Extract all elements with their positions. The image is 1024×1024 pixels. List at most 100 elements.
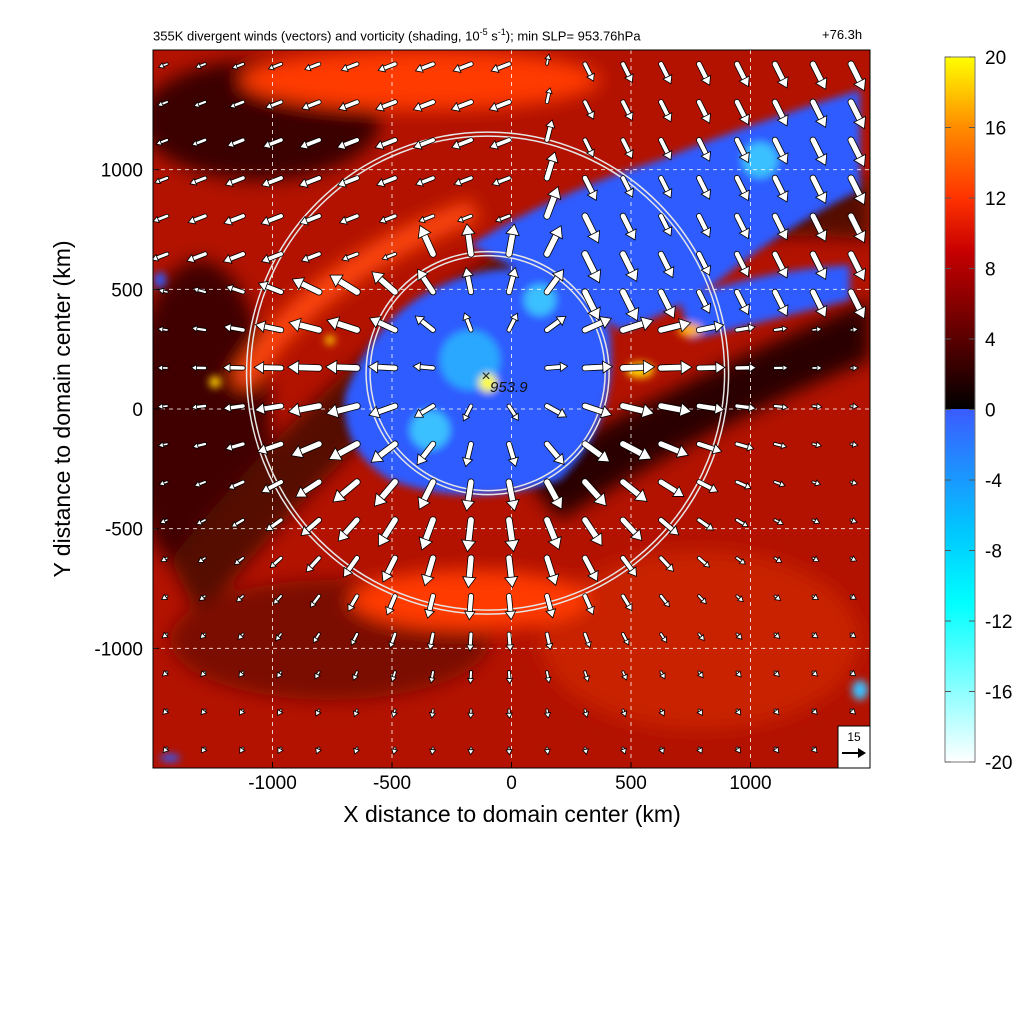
wind-vector-arrow (581, 360, 614, 374)
wind-vector-arrow (809, 288, 828, 318)
wind-vector-arrow (371, 271, 399, 296)
wind-vector-arrow (312, 632, 321, 644)
wind-vector-arrow (414, 61, 436, 73)
wind-vector-arrow (619, 316, 655, 334)
wind-vector-arrow (310, 593, 322, 608)
colorbar-tick-label: 0 (985, 401, 996, 422)
wind-vector-arrow (847, 98, 867, 130)
wind-vector-arrow (619, 212, 637, 241)
wind-vector-arrow (159, 517, 169, 525)
wind-vector-arrow (696, 289, 712, 314)
wind-vector-arrow (265, 99, 284, 110)
wind-vector-arrow (229, 99, 246, 109)
wind-vector-arrow (377, 61, 398, 73)
wind-vector-arrow (230, 518, 245, 528)
wind-vector-arrow (200, 746, 208, 754)
wind-vector-arrow (658, 593, 670, 608)
wind-vector-arrow (811, 402, 823, 411)
wind-vector-arrow (657, 288, 676, 319)
wind-vector-arrow (809, 174, 828, 204)
wind-vector-arrow (658, 555, 675, 572)
wind-vector-arrow (733, 60, 750, 88)
wind-vector-arrow (696, 99, 712, 124)
wind-vector-arrow (256, 440, 285, 455)
wind-vector-arrow (582, 137, 595, 158)
wind-vector-arrow (189, 175, 208, 186)
wind-vector-arrow (352, 708, 360, 718)
wind-vector-arrow (154, 175, 170, 185)
wind-vector-arrow (811, 364, 823, 372)
wind-vector-arrow (505, 708, 513, 720)
wind-vector-arrow (657, 318, 692, 334)
vorticity-field: × 953.9 (153, 50, 870, 768)
wind-vector-arrow (811, 441, 823, 449)
wind-vector-arrow (381, 554, 399, 583)
wind-vector-arrow (849, 593, 857, 600)
wind-vector-arrow (381, 251, 398, 261)
wind-vector-arrow (426, 631, 436, 651)
wind-vector-arrow (337, 99, 360, 112)
range-ring-1000 (249, 135, 726, 611)
wind-vector-arrow (222, 402, 246, 413)
wind-vector-arrow (811, 325, 823, 334)
wind-vector-arrow (620, 137, 634, 160)
wind-vector-arrow (198, 594, 207, 601)
wind-vector-arrow (417, 268, 437, 296)
wind-vector-arrow (773, 364, 789, 372)
x-axis-ticks: -1000 -500 0 500 1000 (248, 762, 772, 794)
wind-vector-arrow (619, 250, 639, 283)
wind-vector-arrow (733, 212, 750, 240)
wind-vector-arrow (771, 60, 789, 89)
wind-vector-arrow (489, 137, 512, 150)
wind-vector-arrow (543, 516, 562, 551)
wind-vector-arrow (581, 402, 613, 419)
wind-vector-arrow (328, 440, 361, 461)
wind-vector-arrow (417, 224, 437, 258)
wind-vector-arrow (368, 316, 399, 334)
wind-vector-arrow (304, 61, 322, 72)
wind-vector-arrow (735, 632, 743, 640)
storm-center-marker: × 953.9 (481, 368, 528, 396)
colorbar-tick-label: 20 (985, 48, 1006, 69)
wind-vector-arrow (429, 746, 437, 756)
wind-vector-arrow (277, 746, 284, 755)
wind-vector-arrow (658, 61, 673, 85)
wind-vector-arrow (467, 708, 475, 720)
wind-vector-arrow (544, 631, 554, 651)
wind-vector-arrow (581, 554, 599, 583)
wind-vector-arrow (771, 174, 789, 203)
wind-vector-arrow (582, 593, 595, 616)
wind-vector-arrow (696, 479, 719, 493)
wind-vector-arrow (267, 61, 284, 71)
wind-vector-arrow (194, 62, 207, 70)
wind-vector-arrow (544, 361, 569, 373)
wind-vector-arrow (460, 223, 476, 258)
wind-vector-arrow (733, 288, 750, 316)
min-slp-label: 953.9 (490, 379, 528, 396)
wind-vector-arrow (659, 670, 666, 680)
wind-vector-arrow (581, 746, 589, 756)
wind-vector-arrow (734, 323, 756, 333)
wind-vector-arrow (657, 746, 665, 755)
wind-vector-arrow (286, 359, 323, 376)
wind-vector-arrow (157, 441, 169, 449)
wind-vector-arrow (412, 99, 436, 112)
y-tick-label: 500 (111, 280, 143, 301)
wind-vector-arrow (657, 250, 675, 279)
wind-vector-arrow (849, 326, 859, 334)
wind-vector-arrow (581, 478, 607, 507)
wind-vector-arrow (350, 632, 359, 646)
wind-vector-arrow (332, 478, 361, 503)
wind-vector-arrow (696, 555, 711, 568)
wind-vector-arrow (222, 362, 246, 373)
wind-vector-arrow (315, 746, 323, 755)
wind-vector-arrow (849, 516, 858, 524)
wind-vector-arrow (695, 361, 726, 375)
wind-vector-arrow (326, 316, 361, 334)
wind-vector-arrow (506, 441, 519, 468)
wind-vector-arrow (619, 516, 643, 542)
wind-vector-arrow (544, 593, 557, 619)
wind-vector-arrow (315, 708, 322, 717)
wind-vector-arrow (254, 402, 285, 416)
